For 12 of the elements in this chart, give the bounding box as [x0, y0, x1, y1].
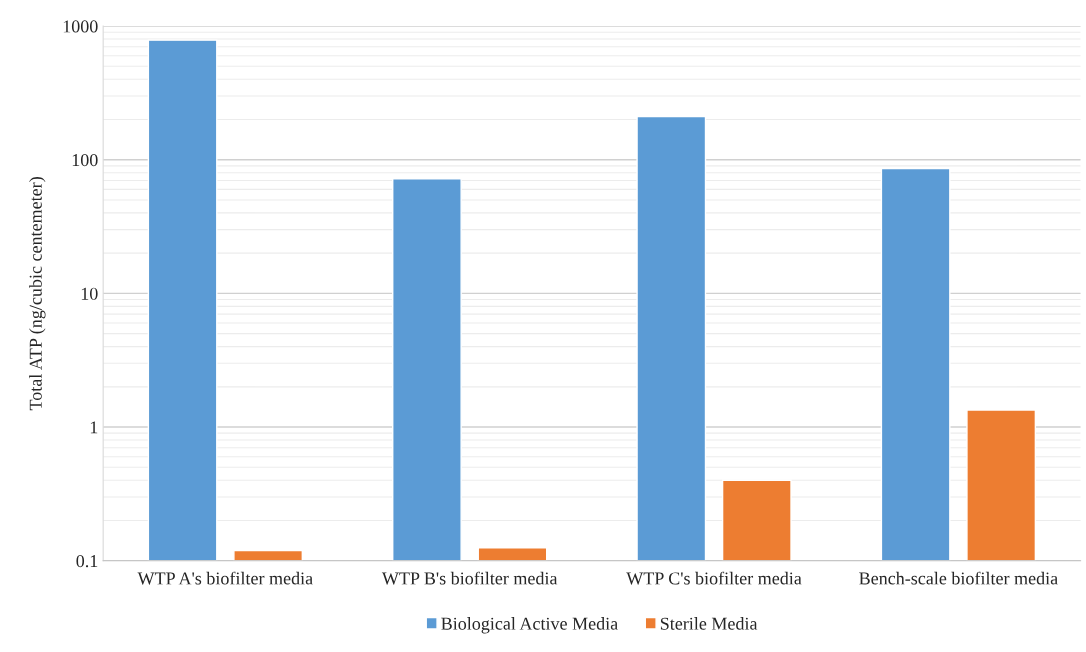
x-tick-label: Bench-scale biofilter media: [859, 571, 1058, 585]
y-tick-label: 1000: [63, 20, 98, 33]
x-tick-label: WTP A's biofilter media: [137, 571, 313, 585]
y-tick-label: 100: [72, 154, 98, 167]
y-tick-label: 10: [81, 287, 98, 300]
x-tick-label: WTP C's biofilter media: [626, 571, 802, 585]
legend-label: Biological Active Media: [441, 617, 618, 634]
y-tick-label: 0.1: [76, 554, 98, 568]
y-tick-label: 1: [90, 421, 98, 434]
legend-label: Sterile Media: [660, 617, 758, 630]
x-tick-label: WTP B's biofilter media: [381, 571, 558, 585]
y-axis-title: Total ATP (ng/cubic centemeter): [29, 177, 46, 411]
